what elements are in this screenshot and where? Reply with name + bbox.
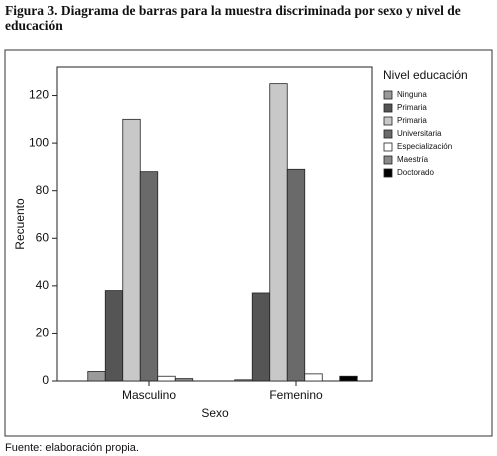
y-tick-label: 0: [42, 373, 49, 387]
legend-swatch: [383, 155, 393, 165]
legend-swatch: [383, 168, 393, 178]
legend-swatch: [383, 129, 393, 139]
y-tick-label: 20: [36, 326, 50, 340]
bar: [157, 375, 176, 382]
bar: [104, 290, 124, 382]
bar: [269, 83, 288, 382]
bar: [286, 168, 306, 382]
y-tick-label: 120: [29, 88, 49, 102]
chart-frame: [4, 49, 493, 437]
bar: [304, 373, 323, 382]
legend-label: Doctorado: [397, 168, 434, 177]
bar: [251, 292, 271, 382]
legend-label: Especialización: [397, 142, 452, 151]
figure-title: Figura 3. Diagrama de barras para la mue…: [5, 3, 461, 33]
plot-frame: [56, 66, 373, 382]
legend-label: Primaria: [397, 103, 427, 112]
source-note: Fuente: elaboración propia.: [5, 442, 139, 454]
legend-swatch: [383, 116, 393, 126]
legend-label: Primaria: [397, 116, 427, 125]
y-tick-label: 60: [36, 230, 50, 244]
legend-label: Universitaria: [397, 129, 442, 138]
bar: [339, 375, 358, 382]
bar: [122, 118, 141, 382]
bar: [139, 171, 159, 382]
y-tick-label: 80: [36, 183, 50, 197]
bar: [174, 378, 194, 382]
legend-swatch: [383, 103, 393, 113]
legend-title: Nivel educación: [383, 68, 468, 82]
x-axis-label: Sexo: [201, 406, 229, 420]
legend-label: Maestría: [397, 155, 429, 164]
legend-swatch: [383, 90, 393, 100]
x-tick-label: Femenino: [269, 388, 323, 402]
y-tick-label: 100: [29, 135, 49, 149]
y-axis-label: Recuento: [13, 198, 27, 250]
bar: [234, 379, 253, 382]
legend-label: Ninguna: [397, 90, 427, 99]
bar: [87, 371, 106, 382]
x-tick-label: Masculino: [122, 388, 176, 402]
y-tick-label: 40: [36, 278, 50, 292]
legend-swatch: [383, 142, 393, 152]
